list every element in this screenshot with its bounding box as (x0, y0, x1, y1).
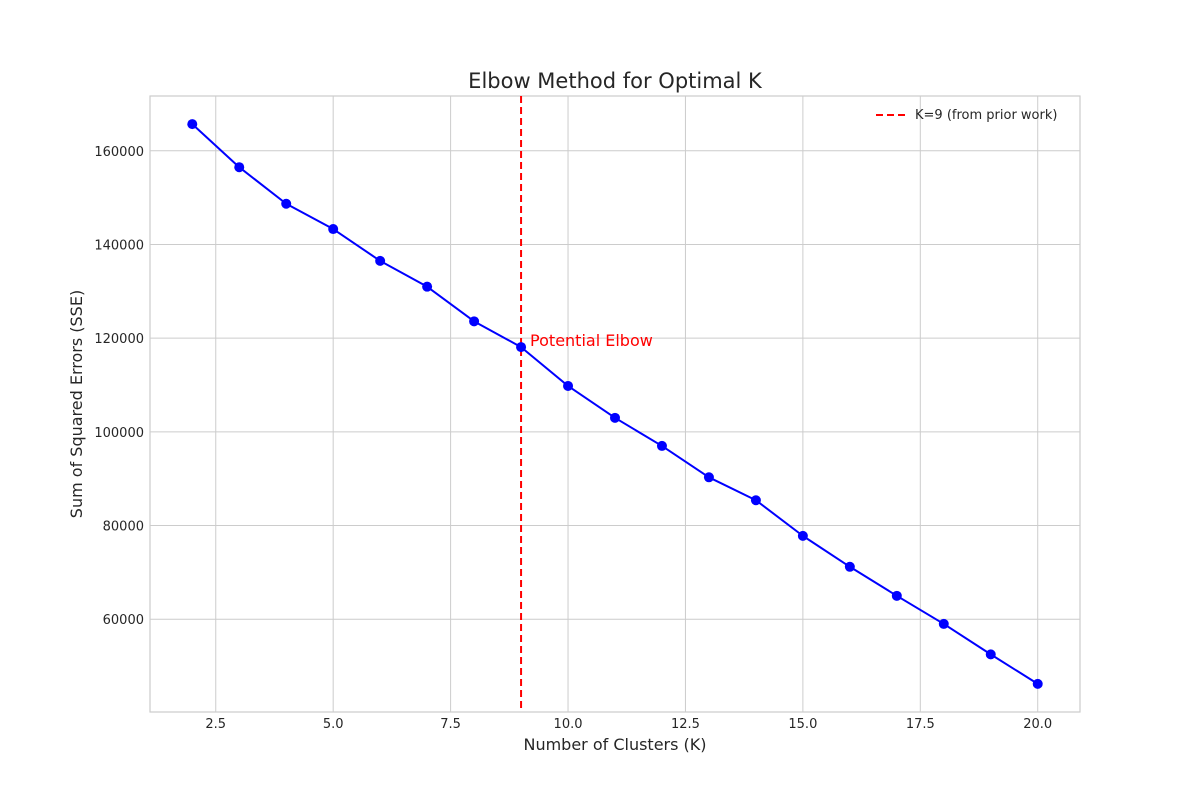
y-tick-label-3: 120000 (94, 332, 144, 347)
data-points (187, 119, 1043, 689)
plot-frame (149, 95, 1081, 713)
x-tick-label-2: 7.5 (440, 717, 461, 732)
data-point-k16 (844, 561, 855, 572)
data-point-k4 (281, 198, 292, 209)
data-point-k8 (469, 316, 480, 327)
data-point-k14 (750, 495, 761, 506)
legend-label: K=9 (from prior work) (915, 108, 1057, 123)
data-point-k5 (328, 224, 339, 235)
y-tick-label-2: 100000 (94, 426, 144, 441)
data-point-k7 (422, 281, 433, 292)
data-point-k18 (938, 618, 949, 629)
y-tick-label-4: 140000 (94, 238, 144, 253)
potential-elbow-annotation: Potential Elbow (530, 331, 653, 350)
data-point-k13 (703, 472, 714, 483)
data-point-k10 (563, 380, 574, 391)
x-tick-label-5: 15.0 (788, 717, 817, 732)
series-line (191, 123, 1039, 685)
x-tick-label-7: 20.0 (1023, 717, 1052, 732)
x-tick-label-3: 10.0 (554, 717, 583, 732)
y-tick-label-1: 80000 (103, 520, 144, 535)
data-point-k19 (985, 649, 996, 660)
x-tick-label-6: 17.5 (906, 717, 935, 732)
x-tick-label-1: 5.0 (323, 717, 344, 732)
legend: K=9 (from prior work) (876, 108, 1057, 123)
grid-layer (150, 96, 1080, 712)
data-point-k17 (891, 590, 902, 601)
x-tick-label-0: 2.5 (205, 717, 226, 732)
data-point-k15 (797, 530, 808, 541)
data-point-k9 (516, 342, 527, 353)
chart-title: Elbow Method for Optimal K (468, 69, 763, 93)
data-point-k12 (656, 440, 667, 451)
y-axis-label: Sum of Squared Errors (SSE) (67, 290, 86, 518)
y-axis-ticks: 60000 80000 100000 120000 140000 160000 (94, 145, 144, 628)
x-axis-label: Number of Clusters (K) (523, 735, 706, 754)
x-tick-label-4: 12.5 (671, 717, 700, 732)
x-axis-ticks: 2.5 5.0 7.5 10.0 12.5 15.0 17.5 20.0 (205, 717, 1052, 732)
data-point-k3 (234, 162, 245, 173)
y-tick-label-0: 60000 (103, 613, 144, 628)
data-point-k11 (610, 412, 620, 423)
data-point-k6 (375, 255, 386, 266)
data-point-k20 (1032, 678, 1043, 689)
data-point-k2 (187, 119, 198, 130)
y-tick-label-5: 160000 (94, 145, 144, 160)
